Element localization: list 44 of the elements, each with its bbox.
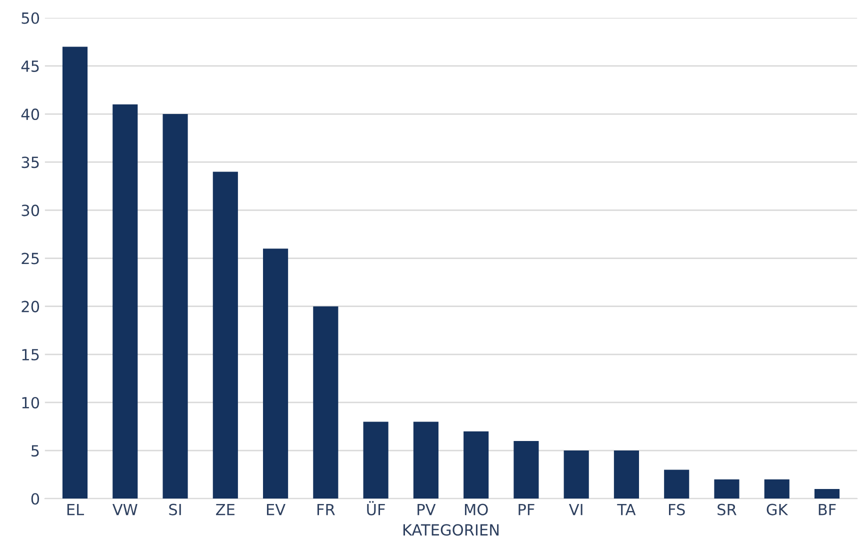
bar bbox=[162, 114, 188, 499]
x-tick-label: ÜF bbox=[367, 501, 385, 516]
x-tick-label: PV bbox=[418, 504, 436, 516]
x-tick-label: FS bbox=[669, 504, 685, 516]
x-tick-label: EL bbox=[67, 504, 84, 516]
x-tick-label: GK bbox=[766, 504, 788, 516]
x-tick-label: BF bbox=[818, 504, 836, 516]
bar bbox=[814, 489, 840, 499]
x-tick-label: SI bbox=[169, 504, 181, 516]
bar bbox=[363, 422, 388, 499]
bar bbox=[614, 450, 640, 499]
y-tick-label: 25 bbox=[22, 252, 39, 264]
bar bbox=[714, 479, 740, 499]
bar bbox=[413, 422, 438, 499]
bar bbox=[664, 470, 690, 499]
y-tick-label: 10 bbox=[22, 396, 40, 408]
y-tick-label: 50 bbox=[22, 12, 40, 24]
bar bbox=[313, 306, 338, 499]
bar bbox=[112, 104, 138, 499]
y-tick-label: 35 bbox=[22, 156, 39, 168]
x-tick-label: EV bbox=[266, 504, 286, 516]
bar bbox=[212, 172, 238, 499]
x-tick-label: MO bbox=[464, 504, 488, 516]
x-tick-label: PF bbox=[518, 504, 534, 516]
x-tick-label: SR bbox=[718, 504, 736, 516]
y-tick-label: 45 bbox=[21, 60, 39, 72]
bar bbox=[464, 431, 489, 499]
bar bbox=[62, 46, 88, 499]
bar bbox=[764, 479, 790, 499]
bar bbox=[263, 248, 288, 499]
y-tick-label: 5 bbox=[32, 445, 39, 457]
x-axis-title: KATEGORIEN bbox=[403, 524, 499, 536]
bar bbox=[564, 450, 589, 499]
y-tick-label: 15 bbox=[22, 349, 39, 360]
y-tick-label: 20 bbox=[22, 300, 40, 312]
bar bbox=[514, 440, 539, 499]
y-tick-label: 40 bbox=[21, 108, 40, 120]
x-tick-label: FR bbox=[317, 504, 335, 516]
x-tick-label: VW bbox=[112, 504, 138, 516]
x-tick-label: TA bbox=[617, 504, 636, 516]
y-tick-label: 30 bbox=[22, 204, 40, 216]
x-tick-label: ZE bbox=[216, 504, 234, 516]
y-tick-label: 0 bbox=[31, 493, 40, 505]
x-tick-label: VI bbox=[568, 504, 582, 516]
